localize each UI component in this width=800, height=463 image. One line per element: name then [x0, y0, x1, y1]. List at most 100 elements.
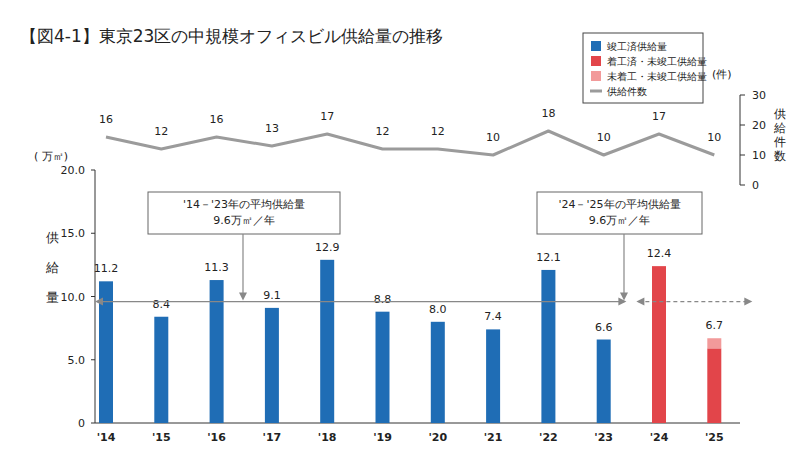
legend-swatch [591, 56, 601, 66]
bar [431, 322, 445, 423]
y-tick-label: 20.0 [61, 164, 86, 177]
bar [597, 340, 611, 423]
labels: 11.28.411.39.112.98.88.07.412.16.612.46.… [94, 107, 723, 334]
y2-axis [740, 95, 741, 185]
bar [707, 338, 721, 348]
bar-total-label: 8.4 [153, 298, 171, 311]
y2-label-char: 給 [773, 121, 786, 135]
x-tick-label: '14 [97, 431, 116, 444]
y2-tick [740, 95, 745, 96]
y2-label-char: 数 [774, 149, 786, 163]
bar [265, 308, 279, 423]
y2-tick-label: 10 [752, 149, 766, 162]
line-label: 10 [486, 131, 500, 144]
bar-total-label: 6.7 [706, 319, 724, 332]
arrow-head [636, 298, 644, 306]
annotation-box [537, 192, 702, 234]
y-tick-label: 0 [78, 417, 85, 430]
line-label: 12 [154, 125, 168, 138]
lines [106, 131, 714, 155]
average-line [97, 301, 624, 302]
legend-label: 供給件数 [607, 86, 647, 97]
y-tick [91, 170, 95, 171]
bar [154, 317, 168, 423]
legend-label: 未着工・未竣工供給量 [607, 71, 707, 82]
bars [99, 260, 721, 423]
y-tick-label: 5.0 [68, 354, 86, 367]
y2-tick [740, 185, 745, 186]
y-tick [91, 359, 95, 360]
title: 【図4-1】東京23区の中規模オフィスビル供給量の推移 [20, 26, 443, 46]
annotation-arrow [242, 234, 243, 294]
line-label: 18 [541, 107, 555, 120]
bar [707, 348, 721, 423]
x-axis [95, 423, 740, 424]
line-label: 17 [652, 110, 666, 123]
x-tick-label: '22 [539, 431, 558, 444]
bar-total-label: 12.1 [536, 251, 561, 264]
x-tick-label: '17 [263, 431, 282, 444]
average-line [638, 301, 750, 302]
y-tick [91, 423, 95, 424]
arrow-head [95, 298, 103, 306]
bar-total-label: 11.3 [204, 261, 229, 274]
arrow-head [239, 293, 247, 301]
y2-unit: (件) [712, 68, 732, 81]
bar-total-label: 6.6 [595, 321, 613, 334]
line-label: 10 [597, 131, 611, 144]
bar-total-label: 8.8 [374, 293, 392, 306]
x-tick-label: '23 [594, 431, 613, 444]
chart: 【図4-1】東京23区の中規模オフィスビル供給量の推移 0 5.0 10.0 15.0 2… [0, 0, 800, 463]
y-tick-label: 10.0 [61, 291, 86, 304]
line-label: 16 [210, 113, 224, 126]
x-tick-label: '20 [428, 431, 447, 444]
y-label-char: 給 [45, 260, 59, 275]
y2-label-char: 供 [774, 107, 786, 121]
legend: 竣工済供給量着工済・未竣工供給量未着工・未竣工供給量供給件数 [583, 33, 707, 103]
x-tick-label: '18 [318, 431, 337, 444]
y-tick [91, 233, 95, 234]
arrow-head [744, 298, 752, 306]
y-unit: ( 万㎡) [34, 150, 68, 163]
y2-tick-label: 30 [752, 89, 766, 102]
annotation-text: 9.6万㎡／年 [213, 214, 275, 227]
bar [486, 329, 500, 423]
line [106, 131, 714, 155]
bar [652, 266, 666, 423]
x-tick-label: '16 [207, 431, 226, 444]
x-tick-label: '24 [650, 431, 669, 444]
bar [376, 312, 390, 423]
line-label: 12 [431, 125, 445, 138]
legend-box [583, 33, 703, 103]
annotation-box [148, 192, 340, 234]
line-label: 10 [707, 131, 721, 144]
x-tick-label: '21 [484, 431, 503, 444]
y2-tick [740, 155, 745, 156]
arrow-head [620, 293, 628, 301]
y-label: 供給量 [45, 230, 59, 305]
bar [541, 270, 555, 423]
y-label-char: 量 [46, 290, 59, 305]
line-label: 12 [376, 125, 390, 138]
bar [320, 260, 334, 423]
x-tick-label: '19 [373, 431, 392, 444]
line-label: 17 [320, 110, 334, 123]
y-tick-label: 15.0 [61, 227, 86, 240]
arrow-head [618, 298, 626, 306]
annotation-text: '14－'23年の平均供給量 [183, 198, 305, 211]
annotation-text: '24－'25年の平均供給量 [558, 198, 680, 211]
line-label: 13 [265, 122, 279, 135]
bar-total-label: 12.9 [315, 241, 340, 254]
x-tick-label: '15 [152, 431, 171, 444]
y-tick [91, 296, 95, 297]
y2-tick-label: 0 [752, 179, 759, 192]
bar-total-label: 9.1 [263, 289, 281, 302]
x-tick-label: '25 [705, 431, 724, 444]
y2-label-char: 件 [774, 135, 786, 149]
y-label-char: 供 [46, 230, 59, 245]
line-label: 16 [99, 113, 113, 126]
legend-swatch [590, 90, 602, 93]
annotation-text: 9.6万㎡／年 [589, 214, 651, 227]
bar-total-label: 12.4 [647, 247, 672, 260]
y2-tick-label: 20 [752, 119, 766, 132]
